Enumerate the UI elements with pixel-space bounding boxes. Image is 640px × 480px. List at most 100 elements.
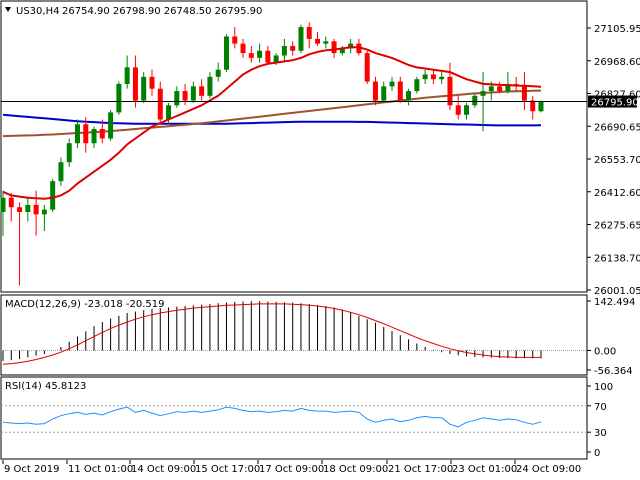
macd-panel[interactable]: MACD(12,26,9) -23.018 -20.519 [0, 294, 588, 376]
time-tick-label: 23 Oct 01:00 [452, 464, 517, 475]
macd-label: MACD(12,26,9) -23.018 -20.519 [5, 299, 165, 310]
price-tick-label: 26690.65 [594, 122, 640, 133]
candle-body [339, 48, 345, 54]
candle-body [108, 112, 114, 139]
candle-body [99, 129, 105, 139]
candle-body [538, 101, 544, 112]
rsi-levels [1, 405, 587, 433]
candle-body [530, 100, 536, 112]
candle-body [215, 69, 221, 77]
candle-body [323, 41, 329, 44]
ma-fast-line [2, 46, 542, 200]
ma-fast-polyline [2, 46, 542, 200]
candle-body [66, 143, 72, 163]
candle-body [480, 91, 486, 96]
collapse-triangle-icon[interactable] [5, 7, 11, 12]
candle-body [406, 91, 412, 101]
candle-body [372, 81, 378, 101]
candle-body [356, 43, 362, 54]
candle-body [455, 105, 461, 115]
time-tick-label: 11 Oct 01:00 [68, 464, 133, 475]
rsi-tick-label: 100 [594, 382, 613, 393]
candle-body [124, 67, 130, 84]
candle-body [74, 124, 80, 144]
ma-long-line [2, 113, 542, 127]
ohlc-values-label: 26754.90 26798.90 26748.50 26795.90 [62, 6, 262, 17]
candle-body [439, 76, 445, 80]
candle-body [464, 105, 470, 115]
time-tick-label: 9 Oct 2019 [4, 464, 59, 475]
time-tick-label: 15 Oct 17:00 [195, 464, 260, 475]
candle-body [33, 204, 39, 215]
candle-body [331, 41, 337, 54]
candle-body [50, 181, 56, 210]
candle-body [397, 81, 403, 101]
macd-tick-label: 0.00 [594, 346, 616, 357]
candle-body [91, 129, 97, 144]
candle-body [182, 91, 188, 101]
price-tick-label: 26827.60 [594, 90, 640, 101]
candle-body [265, 50, 271, 63]
rsi-panel[interactable]: RSI(14) 45.8123 [0, 376, 588, 460]
candle-body [389, 81, 395, 87]
candle-body [25, 204, 31, 212]
candle-body [58, 162, 64, 182]
price-tick-label: 26275.65 [594, 221, 640, 232]
candle-body [199, 86, 205, 96]
candle-body [232, 36, 238, 44]
rsi-tick-label: 0 [594, 448, 600, 459]
candle-body [132, 67, 138, 101]
price-tick-label: 27105.95 [594, 24, 640, 35]
price-tick-label: 26968.60 [594, 57, 640, 68]
rsi-tick-label: 70 [594, 402, 607, 413]
candle-body [306, 27, 312, 39]
time-tick-label: 17 Oct 09:00 [259, 464, 324, 475]
time-tick-label: 21 Oct 17:00 [388, 464, 453, 475]
macd-tick-label: 142.494 [594, 297, 635, 308]
candle-body [315, 38, 321, 44]
candle-body [157, 88, 163, 120]
candle-body [430, 74, 436, 80]
time-tick-label: 14 Oct 09:00 [131, 464, 196, 475]
current-price-value: 26795.90 [591, 98, 639, 109]
time-tick-label: 24 Oct 09:00 [516, 464, 581, 475]
candles [0, 22, 544, 286]
macd-histogram [2, 301, 542, 361]
candle-body [83, 124, 89, 144]
candle-body [17, 207, 23, 212]
candle-body [166, 105, 172, 120]
candle-body [174, 91, 180, 106]
candle-body [364, 53, 370, 82]
candle-body [521, 86, 527, 101]
candle-body [223, 36, 229, 70]
rsi-label: RSI(14) 45.8123 [5, 381, 86, 392]
candle-body [281, 46, 287, 56]
candle-body [273, 55, 279, 63]
candle-body [240, 43, 246, 54]
candle-body [141, 76, 147, 101]
macd-tick-label: -56.364 [594, 366, 633, 377]
candle-body [190, 86, 196, 101]
candle-body [248, 53, 254, 58]
price-panel[interactable]: US30,H4 26754.90 26798.90 26748.50 26795… [0, 0, 588, 293]
candle-body [257, 50, 263, 58]
price-tick-label: 26553.70 [594, 155, 640, 166]
candle-body [497, 86, 503, 92]
macd-signal-polyline [2, 303, 541, 365]
price-axis: 27105.95 26968.60 26827.60 26690.65 26553.70… [587, 24, 640, 297]
price-tick-label: 26138.70 [594, 253, 640, 264]
rsi-line [2, 406, 542, 428]
rsi-tick-label: 30 [594, 428, 607, 439]
candle-body [298, 27, 304, 51]
candle-body [422, 74, 428, 80]
rsi-polyline [2, 406, 542, 428]
candle-body [8, 197, 14, 208]
ma-long-polyline [2, 113, 542, 127]
current-price-tag: 26795.90 [588, 95, 639, 109]
candle-body [0, 197, 6, 212]
candle-body [472, 95, 478, 106]
macd-signal-line [2, 303, 541, 365]
candle-body [447, 76, 453, 106]
